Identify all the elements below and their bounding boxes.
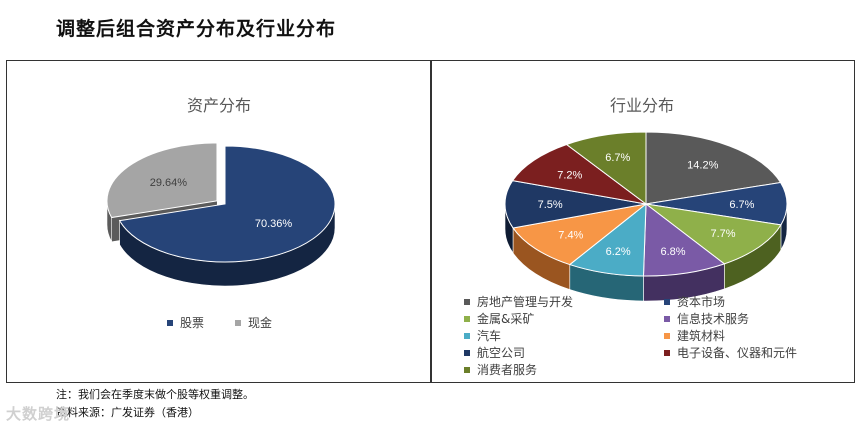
pie-slice-2 [645,203,782,265]
legend-item-1: 资本市场 [664,293,725,310]
legend-item-0: 房地产管理与开发 [464,293,573,310]
legend-label-7: 电子设备、仪器和元件 [677,346,798,360]
pie-data-label-7: 7.2% [557,169,582,181]
pie-data-label-0: 14.2% [687,160,718,172]
watermark-logo: 大数跨境 [6,405,71,423]
legend-label-6: 航空公司 [477,346,526,360]
asset-pie: 70.36% 29.64% [106,142,336,287]
legend-swatch-7 [664,349,670,356]
pie-data-label-3: 6.8% [660,246,685,258]
legend-swatch-5 [664,332,670,339]
legend-label-0: 股票 [180,316,205,330]
pie-data-label-2: 7.7% [710,228,735,240]
pie-slice-5 [512,203,647,266]
asset-chart-title: 资产分布 [187,96,251,115]
footnote-source: 资料来源：广发证券（香港） [56,406,199,419]
industry-pie: 14.2% 6.7% 7.7% 6.8% 6.2% 7.4% 7.5% 7.2% 6.7% [504,131,788,302]
legend-item-8: 消费者服务 [464,361,537,378]
page-title: 调整后组合资产分布及行业分布 [56,18,337,40]
legend-item-4: 汽车 [464,327,501,344]
pie-slice-8 [565,131,647,205]
industry-distribution-panel: 行业分布 14.2% 6.7% 7.7% 6.8% 6.2% 7.4% 7.5% 7.2% 6.… [431,60,855,383]
legend-item-6: 航空公司 [464,344,525,361]
legend-item-2: 金属&采矿 [464,310,534,327]
pie-slice-0 [118,145,336,263]
industry-pie-chart: 行业分布 14.2% 6.7% 7.7% 6.8% 6.2% 7.4% 7.5% 7.2% 6.… [504,96,788,302]
asset-pie-chart: 资产分布 70.36% 29.64% [106,96,336,287]
pie-data-label-5: 7.4% [558,229,583,241]
legend-swatch-0 [464,298,470,305]
pie-data-label-6: 7.5% [538,199,563,211]
legend-item-7: 电子设备、仪器和元件 [664,344,797,361]
legend-label-4: 汽车 [477,329,502,343]
legend-item-5: 建筑材料 [664,327,725,344]
pie-slice-1 [645,181,788,226]
pie-slice-6 [504,180,647,229]
legend-item-1: 现金 [235,314,272,331]
legend-swatch-8 [464,366,470,373]
pie-data-label-1: 6.7% [729,199,754,211]
footnote-note: 注：我们会在季度末做个股等权重调整。 [56,388,254,401]
legend-label-1: 资本市场 [677,295,726,309]
legend-label-1: 现金 [248,316,273,330]
legend-label-3: 信息技术服务 [677,312,750,326]
legend-swatch-4 [464,332,470,339]
pie-data-label-1: 29.64% [150,177,188,189]
pie-data-label-0: 70.36% [255,218,293,230]
legend-swatch-1 [235,319,241,326]
legend-label-8: 消费者服务 [477,363,538,377]
legend-label-2: 金属&采矿 [477,312,535,326]
pie-slice-3 [642,203,726,277]
pie-slice-7 [511,143,647,205]
legend-item-3: 信息技术服务 [664,310,749,327]
pie-slice-0 [645,131,782,205]
pie-slice-1 [106,142,218,219]
industry-chart-title: 行业分布 [610,96,674,115]
legend-swatch-3 [664,315,670,322]
legend-label-0: 房地产管理与开发 [477,295,574,309]
legend-swatch-6 [464,349,470,356]
legend-label-5: 建筑材料 [677,329,726,343]
pie-data-label-8: 6.7% [605,152,630,164]
legend-swatch-2 [464,315,470,322]
legend-swatch-1 [664,298,670,305]
legend-swatch-0 [167,319,173,326]
legend-item-0: 股票 [167,314,204,331]
pie-data-label-4: 6.2% [606,246,631,258]
asset-distribution-panel: 资产分布 70.36% 29.64% 股票 现金 [6,60,431,383]
